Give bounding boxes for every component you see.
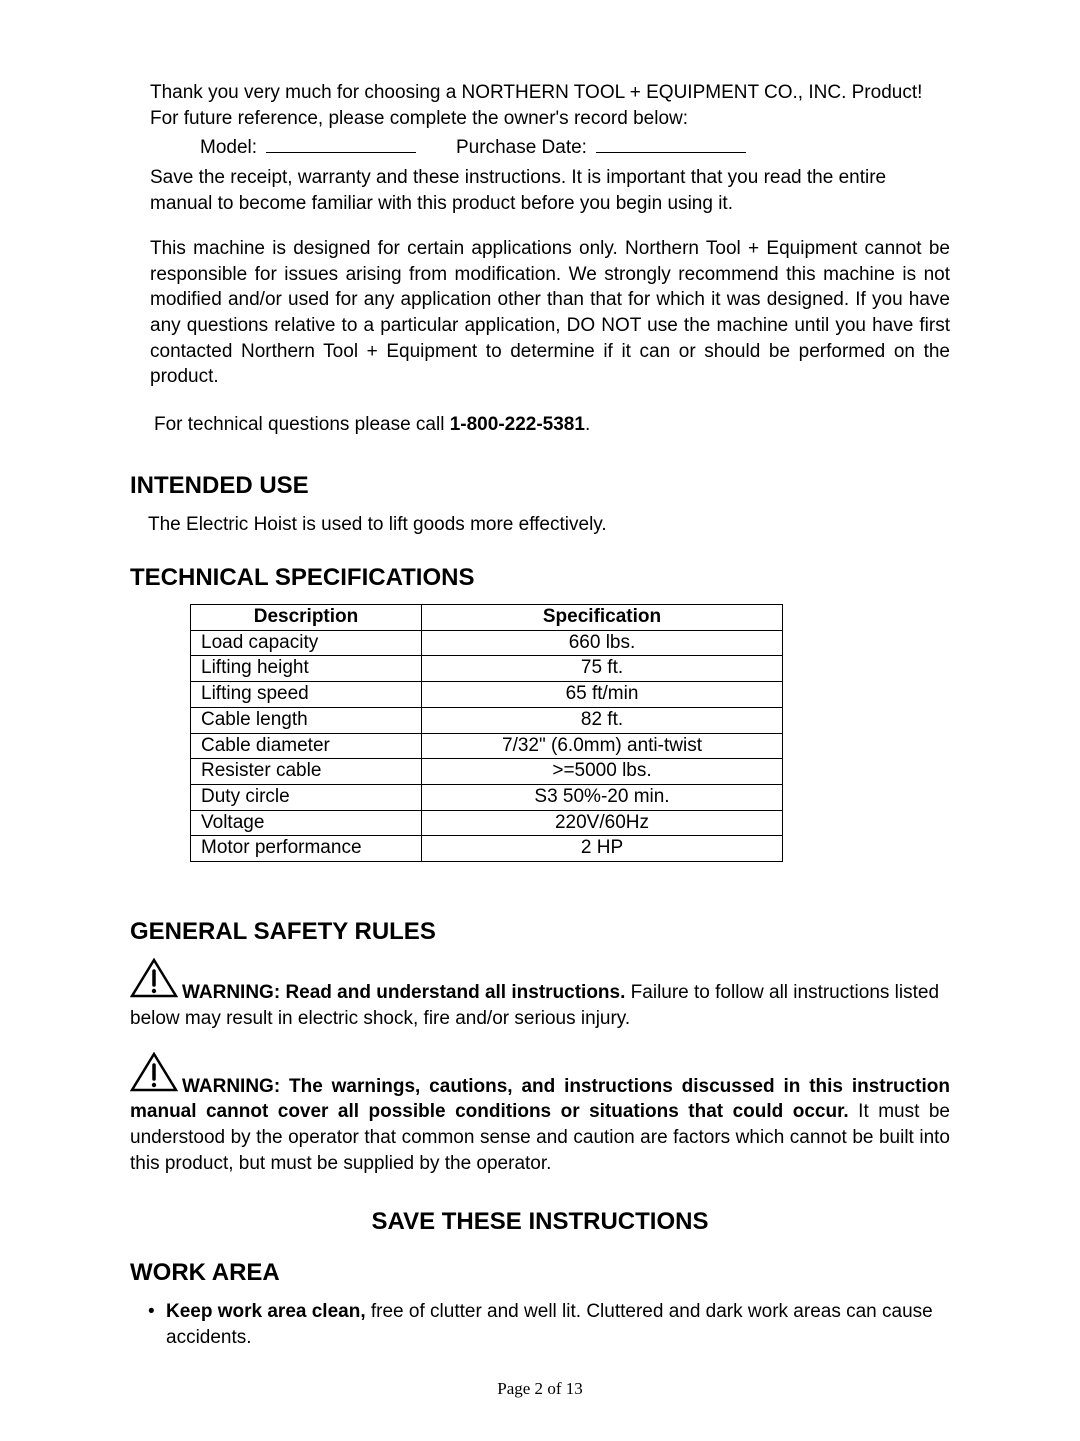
- table-row: Cable diameter7/32" (6.0mm) anti-twist: [191, 733, 783, 759]
- table-row: Duty circleS3 50%-20 min.: [191, 784, 783, 810]
- page-number-b: of 13: [547, 1379, 582, 1398]
- work-area-bullet-1: • Keep work area clean, free of clutter …: [130, 1299, 950, 1350]
- spec-table-header-spec: Specification: [422, 605, 783, 631]
- table-row: Cable length82 ft.: [191, 707, 783, 733]
- spec-table-header-desc: Description: [191, 605, 422, 631]
- intended-use-body: The Electric Hoist is used to lift goods…: [130, 512, 950, 538]
- warning1-bold: Read and understand all instructions.: [285, 982, 625, 1003]
- spec-table-body: Load capacity660 lbs. Lifting height75 f…: [191, 630, 783, 861]
- tech-call-suffix: .: [585, 414, 590, 435]
- owner-record-line: Model: Purchase Date:: [130, 135, 950, 161]
- tech-call-prefix: For technical questions please call: [154, 414, 450, 435]
- page-content: Thank you very much for choosing a NORTH…: [0, 0, 1080, 1441]
- warning2-label: WARNING:: [182, 1076, 289, 1097]
- purchase-date-blank: [596, 152, 746, 153]
- page-number-a: Page 2: [497, 1379, 543, 1398]
- table-row: Resister cable>=5000 lbs.: [191, 759, 783, 785]
- intended-use-heading: INTENDED USE: [130, 470, 950, 502]
- table-row: Voltage220V/60Hz: [191, 810, 783, 836]
- save-receipt-paragraph: Save the receipt, warranty and these ins…: [130, 165, 950, 216]
- tech-phone: 1-800-222-5381: [450, 414, 585, 435]
- model-blank: [266, 152, 416, 153]
- tech-specs-heading: TECHNICAL SPECIFICATIONS: [130, 562, 950, 594]
- general-safety-heading: GENERAL SAFETY RULES: [130, 916, 950, 948]
- warning-block-2: WARNING: The warnings, cautions, and ins…: [130, 1052, 950, 1177]
- bullet-text: Keep work area clean, free of clutter an…: [166, 1299, 950, 1350]
- page-footer: Page 2 of 13: [130, 1378, 950, 1401]
- save-instructions-heading: SAVE THESE INSTRUCTIONS: [130, 1206, 950, 1238]
- warning-icon: [130, 1052, 178, 1100]
- model-label: Model:: [200, 137, 257, 158]
- table-row: Motor performance2 HP: [191, 836, 783, 862]
- purchase-date-label: Purchase Date:: [456, 137, 587, 158]
- work-area-heading: WORK AREA: [130, 1257, 950, 1289]
- spec-table: Description Specification Load capacity6…: [190, 604, 783, 862]
- warning-block-1: WARNING: Read and understand all instruc…: [130, 958, 950, 1031]
- tech-support-line: For technical questions please call 1-80…: [130, 412, 950, 438]
- table-row: Lifting height75 ft.: [191, 656, 783, 682]
- table-row: Lifting speed65 ft/min: [191, 682, 783, 708]
- warning-icon: [130, 958, 178, 1006]
- thank-you-paragraph: Thank you very much for choosing a NORTH…: [130, 80, 950, 131]
- bullet-icon: •: [148, 1299, 166, 1350]
- table-row: Load capacity660 lbs.: [191, 630, 783, 656]
- warning1-label: WARNING:: [182, 982, 285, 1003]
- bullet1-bold: Keep work area clean,: [166, 1301, 366, 1322]
- disclaimer-paragraph: This machine is designed for certain app…: [130, 236, 950, 390]
